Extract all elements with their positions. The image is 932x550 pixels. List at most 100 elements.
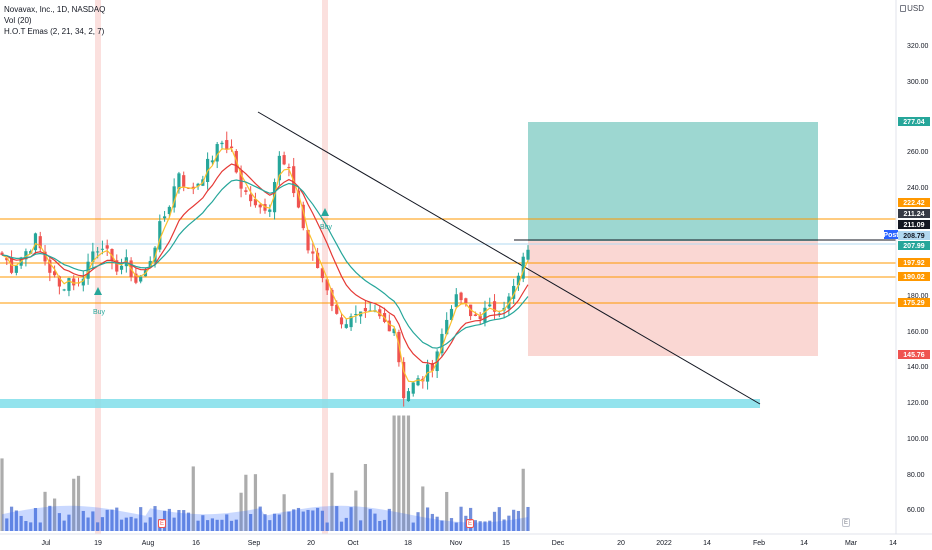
symbol-title[interactable]: Novavax, Inc., 1D, NASDAQ	[4, 5, 106, 14]
candle-body	[258, 204, 262, 208]
candle-body	[445, 319, 449, 335]
price-tag-level-198: 197.92	[903, 260, 925, 267]
buy-signals: Buy Buy	[93, 208, 333, 316]
volume-bar	[19, 515, 23, 531]
volume-bar	[115, 507, 119, 531]
earnings-badge-3[interactable]: E	[842, 518, 850, 527]
volume-bar	[191, 466, 195, 531]
volume-bar	[421, 486, 425, 531]
volume-bar	[96, 522, 100, 531]
candle-body	[134, 273, 138, 283]
price-tag-211-24: 211.24	[903, 211, 924, 218]
candle-body	[497, 313, 501, 315]
time-tick: Nov	[450, 540, 463, 547]
support-zone	[0, 399, 760, 408]
candle-body	[449, 308, 454, 320]
ema-slow-line	[1, 179, 529, 349]
chart-legend: Novavax, Inc., 1D, NASDAQ Vol (20) H.O.T…	[4, 4, 105, 37]
candle-body	[363, 307, 368, 312]
volume-bar	[311, 510, 315, 531]
candle-body	[119, 265, 124, 270]
earnings-badge-2[interactable]: E	[466, 519, 474, 528]
volume-bar	[5, 518, 9, 531]
horizontal-levels	[0, 111, 896, 405]
volume-bar	[81, 510, 85, 531]
candle-body	[406, 391, 411, 402]
candle-body	[277, 155, 281, 181]
time-tick: Dec	[552, 540, 565, 547]
candle-body	[91, 251, 95, 263]
candle-body	[239, 170, 243, 189]
volume-bar	[325, 522, 329, 531]
earnings-highlight	[322, 0, 328, 534]
volume-bar	[464, 515, 468, 531]
volume-bar	[320, 510, 324, 531]
volume-bar	[220, 519, 224, 531]
candle-body	[416, 378, 420, 386]
price-tick: 60.00	[907, 507, 925, 514]
currency-selector[interactable]: USD	[900, 4, 924, 13]
volume-bar	[225, 514, 229, 531]
price-tick: 140.00	[907, 364, 929, 371]
volume-bar	[57, 513, 61, 531]
price-tick: 300.00	[907, 79, 929, 86]
time-tick: Mar	[845, 540, 858, 547]
candle-body	[301, 204, 305, 229]
volume-bar	[359, 520, 363, 531]
volume-bar	[335, 506, 339, 531]
candle-body	[459, 292, 463, 301]
candle-body	[115, 260, 119, 272]
price-tag-stop-bg	[898, 350, 930, 359]
candle-body	[483, 307, 487, 323]
candle-body	[177, 173, 181, 190]
candle-body	[392, 328, 396, 334]
volume-bar	[507, 515, 511, 531]
candle-body	[339, 317, 344, 325]
candle-body	[320, 268, 324, 279]
volume-bar	[397, 415, 401, 531]
volume-bar	[234, 519, 238, 531]
candle-body	[105, 245, 109, 249]
volume-bar	[86, 517, 90, 531]
volume-bar	[253, 474, 258, 531]
time-tick: 16	[192, 540, 200, 547]
volume-bar	[411, 522, 415, 531]
candle-body	[354, 313, 358, 315]
candle-body	[196, 183, 200, 187]
earnings-badge-1[interactable]: E	[158, 519, 166, 528]
candle-body	[158, 221, 162, 250]
price-tag-level-175-bg	[898, 298, 930, 307]
volume-bar	[272, 513, 277, 531]
volume-bar	[301, 511, 305, 531]
volume-indicator-label[interactable]: Vol (20)	[4, 16, 32, 25]
price-tag-211-09-bg	[898, 220, 930, 229]
candle-body	[172, 186, 176, 208]
ema-indicator-label[interactable]: H.O.T Emas (2, 21, 34, 2, 7)	[4, 27, 105, 36]
volume-bar	[449, 518, 454, 531]
candle-body	[57, 276, 61, 287]
candle-body	[62, 289, 66, 291]
volume-bar	[392, 415, 396, 531]
buy-signal-label-1: Buy	[93, 309, 106, 316]
volume-bar	[177, 509, 181, 531]
candle-body	[96, 251, 100, 253]
volume-bar	[445, 491, 449, 531]
candle-body	[473, 314, 477, 316]
volume-bar	[100, 517, 105, 531]
volume-bar	[215, 519, 219, 531]
candle-body	[244, 190, 248, 192]
ema-mid-line	[1, 163, 529, 365]
time-tick: Sep	[248, 540, 261, 547]
volume-bar	[330, 472, 334, 531]
volume-bar	[148, 517, 152, 531]
candle-body	[182, 175, 186, 187]
position-target-zone	[528, 122, 818, 241]
candle-body	[72, 278, 76, 286]
price-tick: 160.00	[907, 329, 929, 336]
candle-body	[311, 251, 315, 254]
candle-body	[349, 316, 353, 328]
volume-bar	[425, 507, 430, 531]
candle-body	[81, 278, 85, 286]
candle-body	[378, 309, 382, 317]
